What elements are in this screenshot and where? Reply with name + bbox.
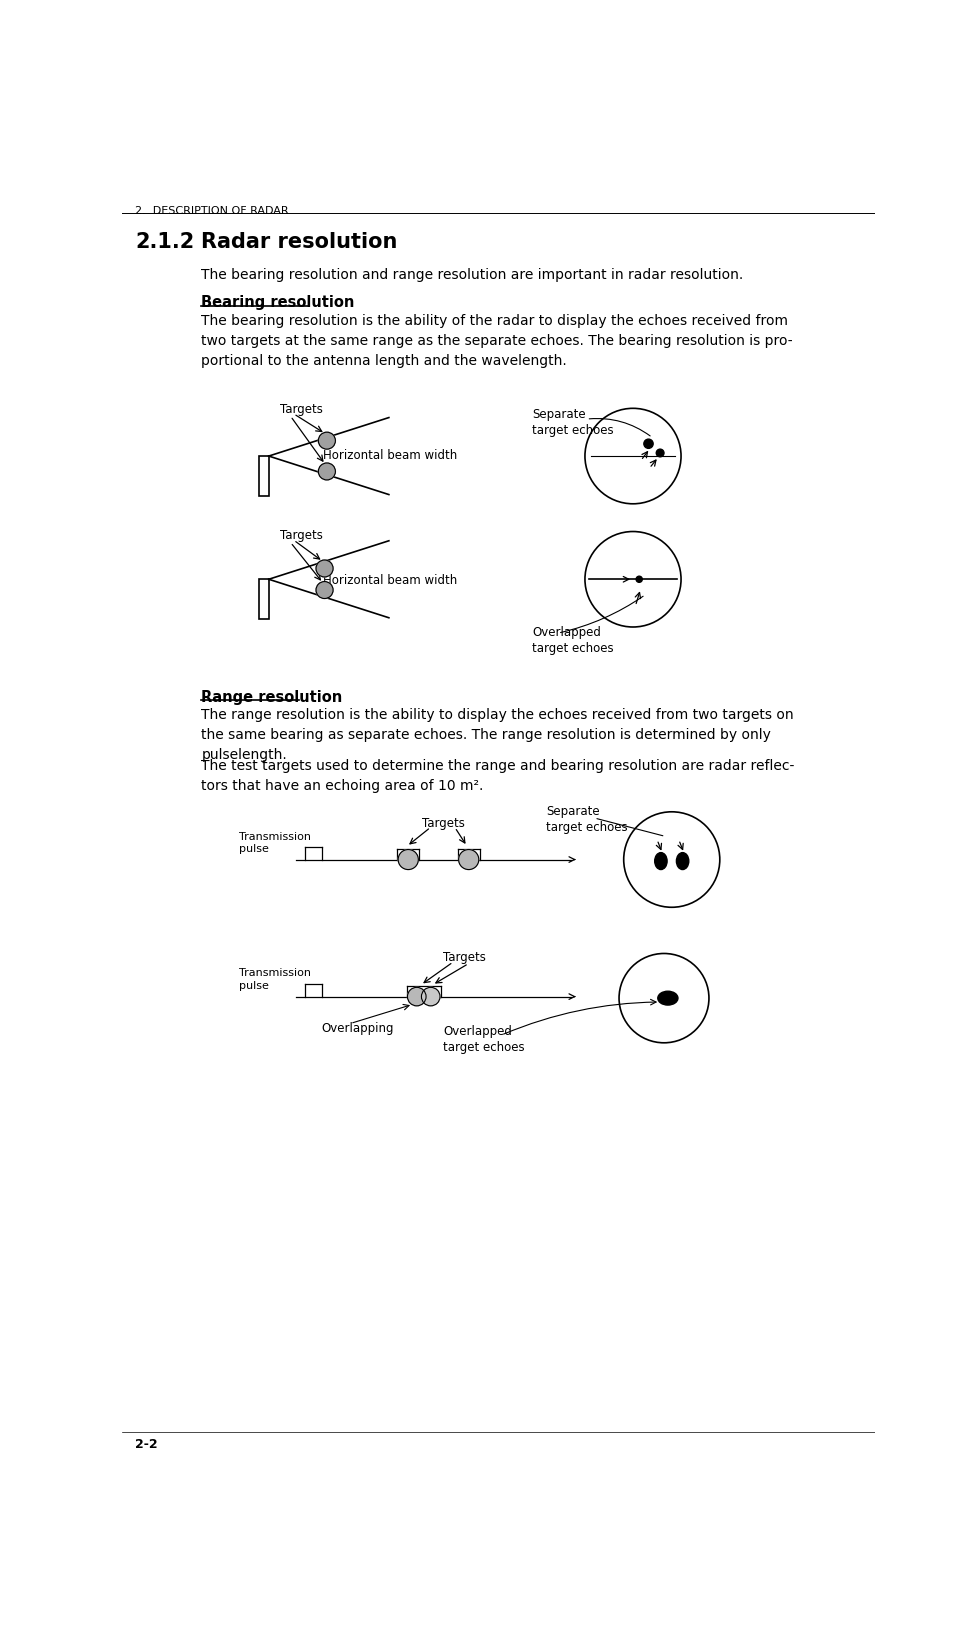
Text: Overlapped
target echoes: Overlapped target echoes <box>533 626 614 656</box>
Ellipse shape <box>658 992 677 1005</box>
Text: Overlapping: Overlapping <box>322 1021 394 1034</box>
Circle shape <box>459 851 479 870</box>
Text: 2.1.2: 2.1.2 <box>135 233 194 252</box>
Text: Bearing resolution: Bearing resolution <box>201 295 355 310</box>
Bar <box>260 580 268 620</box>
Circle shape <box>643 439 653 449</box>
Circle shape <box>399 851 418 870</box>
Circle shape <box>624 813 720 908</box>
Text: The range resolution is the ability to display the echoes received from two targ: The range resolution is the ability to d… <box>201 708 794 762</box>
Text: The bearing resolution and range resolution are important in radar resolution.: The bearing resolution and range resolut… <box>201 267 744 282</box>
Ellipse shape <box>655 852 667 870</box>
Circle shape <box>636 577 642 583</box>
Text: Targets: Targets <box>280 403 324 416</box>
Text: Horizontal beam width: Horizontal beam width <box>323 574 457 587</box>
Text: Horizontal beam width: Horizontal beam width <box>323 449 457 462</box>
Text: 2.  DESCRIPTION OF RADAR: 2. DESCRIPTION OF RADAR <box>135 207 289 216</box>
Circle shape <box>585 533 681 628</box>
Text: The bearing resolution is the ability of the radar to display the echoes receive: The bearing resolution is the ability of… <box>201 313 793 367</box>
Circle shape <box>407 988 426 1006</box>
Circle shape <box>585 410 681 505</box>
Bar <box>260 457 268 497</box>
Text: The test targets used to determine the range and bearing resolution are radar re: The test targets used to determine the r… <box>201 759 795 793</box>
Circle shape <box>316 561 333 577</box>
Text: Radar resolution: Radar resolution <box>201 233 398 252</box>
Text: Separate
target echoes: Separate target echoes <box>546 805 628 834</box>
Text: Targets: Targets <box>443 951 486 964</box>
Circle shape <box>619 954 709 1042</box>
Text: Targets: Targets <box>280 529 324 543</box>
Circle shape <box>316 582 333 600</box>
Text: Targets: Targets <box>422 816 465 829</box>
Text: Transmission
pulse: Transmission pulse <box>239 967 311 990</box>
Text: Separate
target echoes: Separate target echoes <box>533 408 614 436</box>
Text: Overlapped
target echoes: Overlapped target echoes <box>443 1024 525 1052</box>
Circle shape <box>656 449 664 457</box>
Text: Range resolution: Range resolution <box>201 688 342 705</box>
Text: Transmission
pulse: Transmission pulse <box>239 831 311 854</box>
Circle shape <box>319 433 335 449</box>
Text: 2-2: 2-2 <box>135 1437 158 1451</box>
Circle shape <box>422 988 440 1006</box>
Ellipse shape <box>677 852 689 870</box>
Circle shape <box>319 464 335 480</box>
